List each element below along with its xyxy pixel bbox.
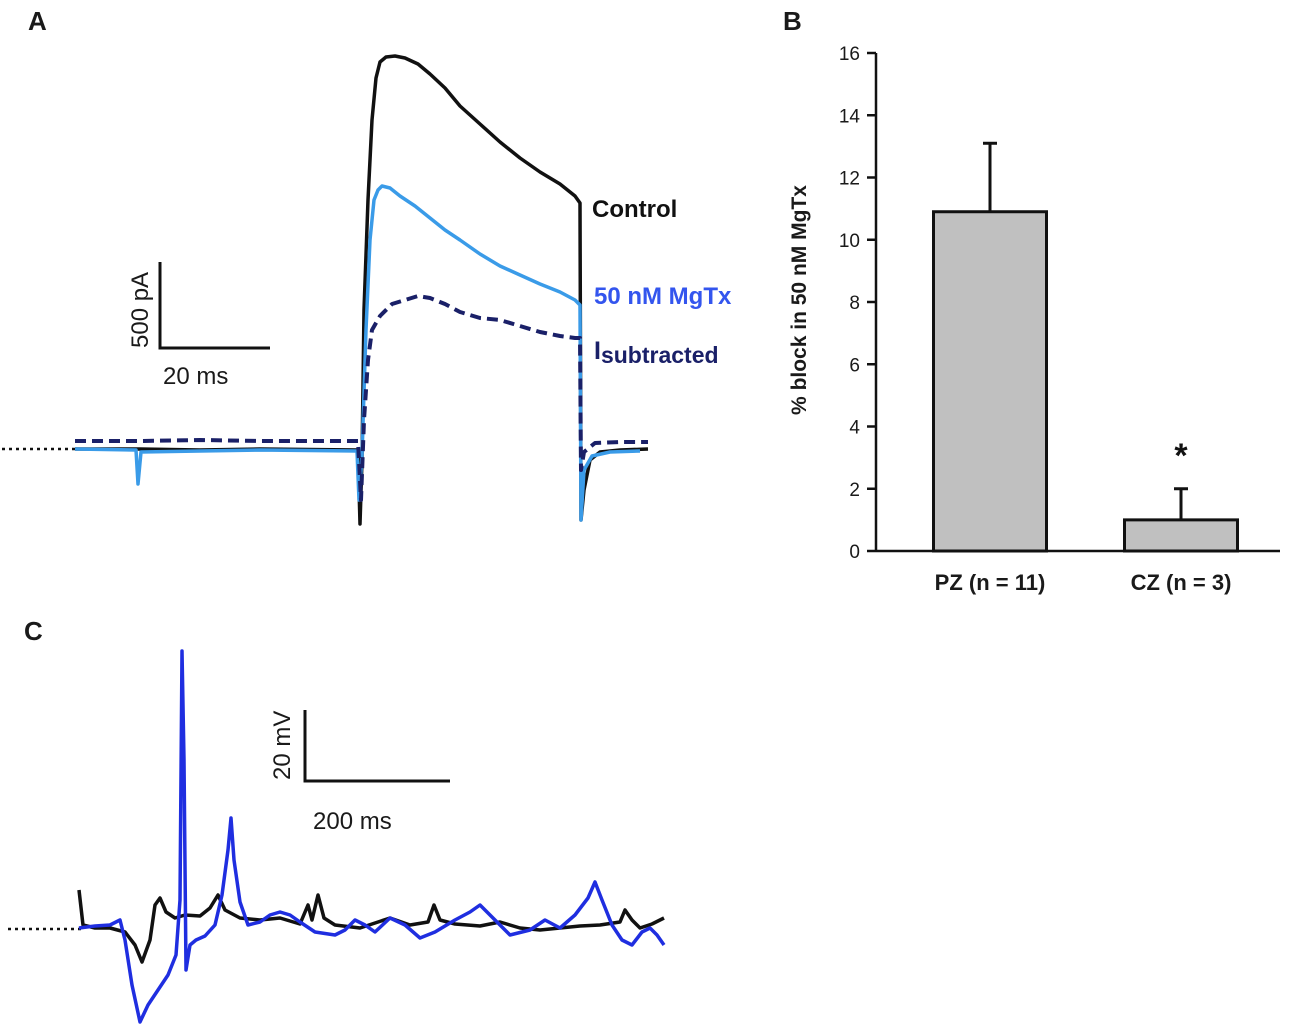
trace-mgtx	[74, 184, 641, 522]
y-tick-label: 4	[849, 418, 860, 439]
significance-asterisk: *	[1174, 437, 1188, 475]
y-tick-label: 10	[839, 231, 860, 252]
panel-a-scale-x-label: 20 ms	[163, 363, 228, 390]
category-label: CZ (n = 3)	[1131, 570, 1232, 595]
bar	[1123, 518, 1239, 553]
panel-c-scale-bar	[303, 710, 450, 783]
y-tick-label: 12	[839, 169, 860, 190]
y-tick-label: 8	[849, 293, 860, 314]
category-label: PZ (n = 11)	[935, 570, 1046, 595]
y-tick-label: 2	[849, 480, 860, 501]
bar-chart: 0 2 4 6 8 10 12 14 16 PZ (n = 11) CZ (n = 3) *	[839, 44, 1280, 595]
panel-c-traces	[77, 649, 666, 1024]
y-tick-label: 6	[849, 355, 860, 376]
panel-a-traces	[74, 54, 649, 526]
legend-control: Control	[592, 196, 677, 223]
trace-c-black	[77, 889, 665, 964]
trace-subtracted	[75, 294, 648, 502]
panel-b-label: B	[783, 6, 802, 36]
bar	[932, 210, 1048, 553]
legend-subtracted-sub: subtracted	[601, 342, 719, 368]
y-axis-title: % block in 50 nM MgTx	[788, 185, 811, 415]
panel-c-scale-x-label: 200 ms	[313, 808, 392, 835]
legend-subtracted-main: I	[594, 337, 601, 365]
trace-c-blue	[78, 649, 666, 1024]
panel-c-scale-y-label: 20 mV	[269, 711, 296, 780]
y-tick-label: 14	[839, 106, 861, 127]
y-tick-label: 16	[839, 44, 860, 65]
panel-a-scale-bar	[158, 262, 270, 350]
panel-a-scale-y-label: 500 pA	[127, 272, 154, 348]
y-tick-label: 0	[849, 542, 860, 563]
legend-subtracted: Isubtracted	[594, 337, 719, 368]
legend-mgtx: 50 nM MgTx	[594, 283, 732, 310]
panel-a-label: A	[28, 6, 47, 36]
panel-c-label: C	[24, 616, 43, 646]
